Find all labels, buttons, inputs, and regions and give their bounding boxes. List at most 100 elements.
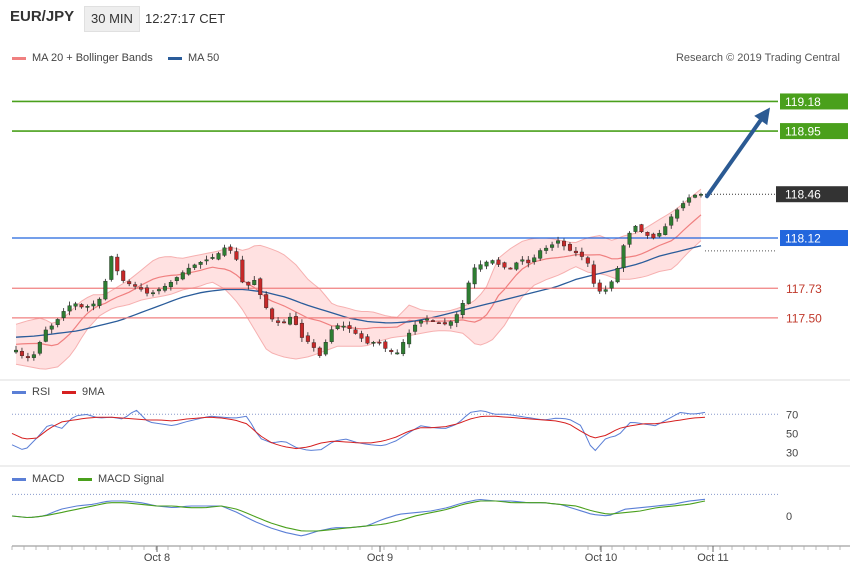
candle-body: [609, 281, 614, 289]
last-price-label: 118.46: [785, 188, 821, 202]
candle-body: [168, 282, 173, 288]
candle-body: [103, 280, 108, 300]
candle-body: [496, 259, 501, 265]
candle-body: [85, 306, 90, 308]
candle-body: [311, 342, 316, 348]
candle-body: [61, 311, 66, 318]
candle-body: [150, 292, 155, 295]
candle-body: [639, 224, 644, 233]
ma20-line: [15, 214, 702, 347]
candle-body: [585, 257, 590, 264]
candle-body: [264, 294, 269, 308]
pivot-label: 118.12: [785, 232, 821, 246]
candle-body: [478, 264, 483, 270]
candle-body: [472, 267, 477, 285]
pivot-tag: [780, 230, 848, 247]
candle-body: [538, 250, 543, 259]
candle-body: [139, 287, 144, 290]
candle-body: [532, 257, 537, 263]
candle-body: [436, 322, 441, 324]
candle-body: [359, 333, 364, 339]
legend-macd-label: MACD: [32, 473, 65, 485]
ma20-swatch: [12, 56, 26, 60]
time-label: 12:27:17 CET: [145, 11, 226, 26]
resistance-tag: [780, 93, 848, 110]
x-axis-label: Oct 10: [585, 552, 617, 564]
ma9-swatch: [62, 390, 76, 394]
rsi-tick-label: 30: [786, 447, 798, 459]
candle-body: [329, 329, 334, 342]
candle-body: [204, 259, 209, 262]
resistance-label: 119.18: [785, 95, 821, 109]
candle-body: [633, 225, 638, 232]
candle-body: [657, 233, 662, 237]
macd-signal-swatch: [78, 477, 92, 481]
candle-body: [407, 332, 412, 345]
candle-body: [270, 308, 275, 320]
macd-zero-label: 0: [786, 511, 792, 523]
forecast-arrow: [705, 113, 766, 199]
candle-body: [645, 231, 650, 236]
candle-body: [550, 244, 555, 248]
candle-body: [305, 335, 310, 342]
legend-ma9: 9MA: [62, 386, 105, 398]
candle-body: [186, 267, 191, 275]
candle-body: [323, 342, 328, 355]
x-axis-label: Oct 9: [367, 552, 393, 564]
candle-body: [127, 281, 132, 285]
bollinger-lower-line: [15, 240, 702, 370]
candle-body: [460, 303, 465, 316]
candle-body: [97, 298, 102, 306]
legend-macd: MACD: [12, 473, 64, 485]
candle-body: [67, 305, 72, 312]
candle-body: [615, 267, 620, 283]
candle-body: [133, 284, 138, 287]
candle-body: [299, 322, 304, 338]
candle-body: [693, 194, 698, 198]
candle-body: [573, 250, 578, 254]
support-label: 117.50: [786, 311, 822, 325]
copyright-text: Research © 2019 Trading Central: [675, 52, 840, 64]
ma50-line: [15, 245, 702, 338]
candle-body: [55, 319, 60, 325]
candle-body: [43, 329, 48, 342]
candle-body: [79, 304, 84, 308]
candle-body: [419, 320, 424, 324]
candle-body: [353, 329, 358, 334]
candle-body: [663, 226, 668, 235]
candle-body: [162, 285, 167, 291]
candle-body: [210, 257, 215, 259]
candle-body: [317, 347, 322, 356]
candle-body: [627, 232, 632, 245]
rsi-tick-label: 70: [786, 409, 798, 421]
candle-body: [597, 282, 602, 292]
candle-body: [109, 256, 114, 280]
candle-body: [454, 314, 459, 323]
candle-body: [234, 251, 239, 260]
candle-body: [91, 303, 96, 307]
candle-body: [282, 321, 287, 324]
candle-body: [31, 354, 36, 358]
candle-body: [192, 264, 197, 268]
candle-body: [526, 259, 531, 264]
candle-body: [49, 325, 54, 330]
candle-body: [216, 253, 221, 260]
candle-body: [13, 349, 18, 353]
legend-ma20: MA 20 + Bollinger Bands: [12, 52, 153, 64]
candle-body: [544, 247, 549, 251]
candle-body: [341, 325, 346, 328]
candle-body: [448, 321, 453, 326]
candle-body: [401, 342, 406, 355]
candle-body: [579, 251, 584, 257]
candle-body: [258, 278, 263, 295]
candle-body: [466, 282, 471, 304]
legend-ma50-label: MA 50: [188, 52, 220, 64]
candle-body: [591, 264, 596, 284]
rsi-line: [11, 409, 706, 452]
candle-body: [240, 259, 245, 283]
candle-body: [377, 341, 382, 344]
candle-body: [425, 318, 430, 321]
timeframe-button[interactable]: 30 MIN: [84, 6, 140, 32]
candle-body: [508, 267, 513, 270]
candle-body: [115, 256, 120, 272]
